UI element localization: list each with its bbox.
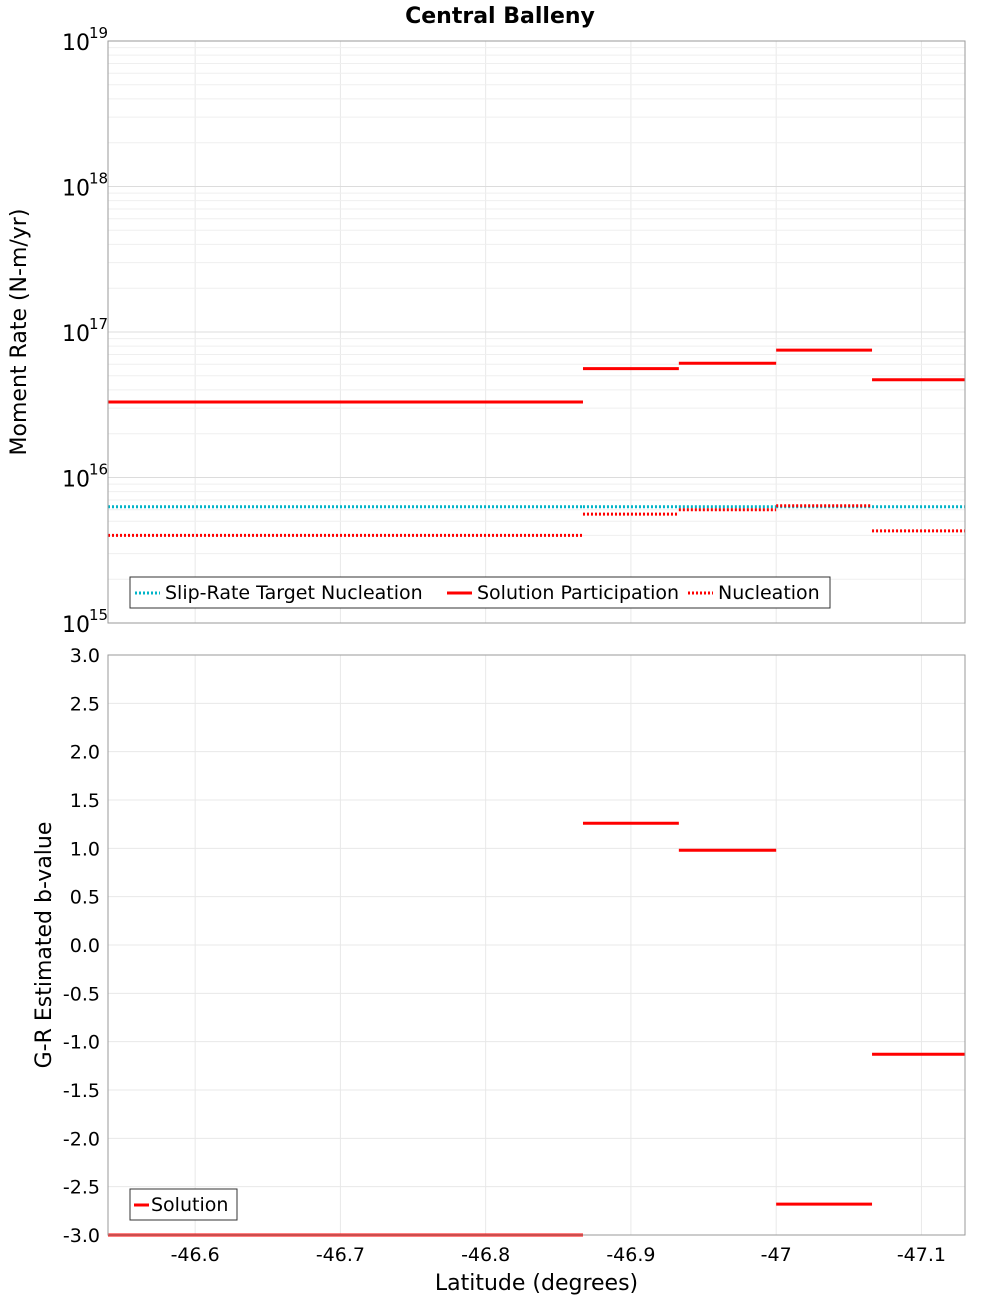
bottom-y-tick-label: -2.5 [63,1177,100,1199]
top-y-tick-exponent: 15 [89,606,108,624]
top-plot-frame [107,40,966,624]
bottom-y-tick-label: 1.5 [70,790,100,812]
bottom-y-tick-label: 2.0 [70,742,100,764]
bottom-plot-frame [107,654,966,1236]
top-y-tick-label: 10 [62,177,90,202]
top-y-tick-exponent: 16 [89,461,108,479]
x-tick-label: -46.8 [461,1244,510,1266]
bottom-y-tick-label: -1.5 [63,1080,100,1102]
top-y-tick-label: 10 [62,468,90,493]
x-tick-label: -46.6 [171,1244,220,1266]
bottom-y-tick-label: -2.0 [63,1128,100,1150]
bottom-y-tick-label: 1.0 [70,838,100,860]
bottom-y-tick-label: -0.5 [63,983,100,1005]
chart-title: Central Balleny [405,4,595,29]
x-tick-label: -47 [761,1244,792,1266]
top-legend-label: Nucleation [718,582,820,604]
bottom-y-tick-label: 0.5 [70,887,100,909]
top-legend-label: Solution Participation [477,582,679,604]
bottom-legend-label: Solution [151,1194,228,1216]
top-legend-label: Slip-Rate Target Nucleation [165,582,423,604]
x-tick-label: -47.1 [897,1244,946,1266]
top-y-tick-exponent: 18 [89,170,108,188]
top-y-axis-label: Moment Rate (N-m/yr) [7,209,32,456]
x-tick-label: -46.9 [606,1244,655,1266]
x-tick-label: -46.7 [316,1244,365,1266]
top-y-tick-exponent: 19 [89,24,108,42]
top-y-tick-label: 10 [62,31,90,56]
top-y-tick-label: 10 [62,322,90,347]
top-legend-box [129,576,831,609]
bottom-y-tick-label: 3.0 [70,645,100,667]
x-axis-label: Latitude (degrees) [435,1271,638,1296]
top-y-tick-label: 10 [62,613,90,638]
bottom-y-axis-label: G-R Estimated b-value [32,822,57,1069]
bottom-y-tick-label: 2.5 [70,693,100,715]
bottom-y-tick-label: 0.0 [70,935,100,957]
bottom-y-tick-label: -3.0 [63,1225,100,1247]
top-y-tick-exponent: 17 [89,315,108,333]
bottom-y-tick-label: -1.0 [63,1032,100,1054]
